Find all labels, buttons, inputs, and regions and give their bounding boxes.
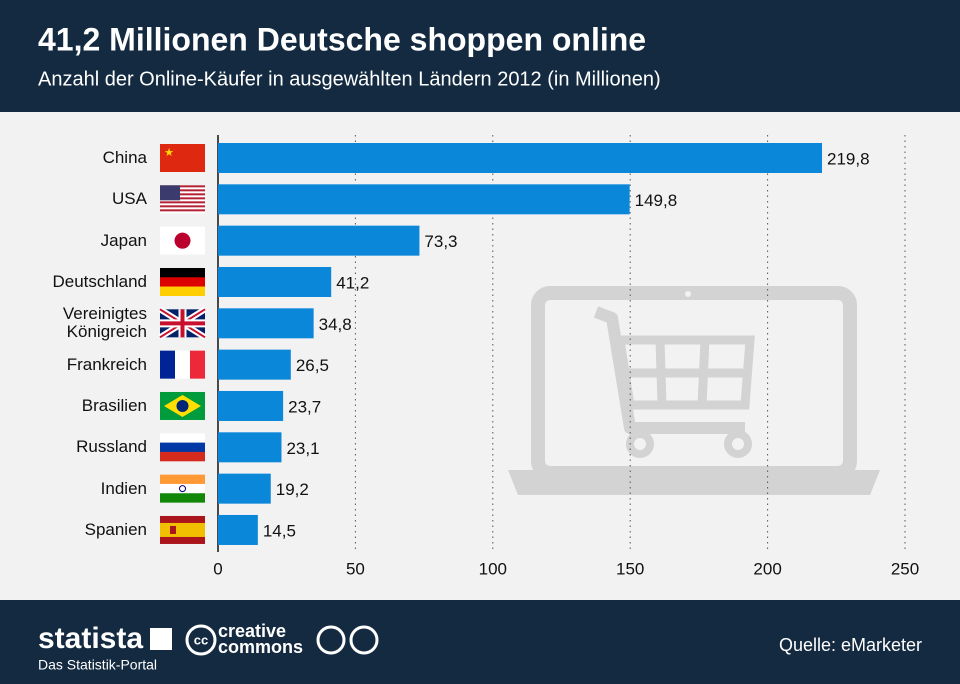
flag — [158, 306, 207, 340]
flag-part — [160, 442, 205, 453]
value-label: 14,5 — [263, 521, 296, 540]
value-label: 34,8 — [319, 315, 352, 334]
y-tick-label: Frankreich — [66, 354, 147, 374]
y-tick-label: China — [102, 148, 147, 168]
flag-part — [160, 201, 205, 204]
flag-part — [175, 350, 190, 379]
bar — [218, 473, 271, 504]
x-tick-label: 100 — [479, 559, 507, 578]
bar — [218, 514, 258, 545]
y-tick-label: Indien — [100, 478, 147, 498]
bar — [218, 184, 630, 215]
cc-icon — [185, 624, 217, 656]
source: Quelle: eMarketer — [779, 635, 922, 655]
chart-title: 41,2 Millionen Deutsche shoppen online — [38, 21, 646, 57]
flag — [160, 185, 205, 214]
x-tick-label: 150 — [616, 559, 644, 578]
flag-part — [160, 185, 205, 188]
value-label: 73,3 — [424, 232, 457, 251]
flag: ★ — [160, 144, 205, 172]
header-band — [0, 0, 960, 112]
value-label: 219,8 — [827, 149, 870, 168]
flag-part — [170, 525, 176, 534]
y-tick-label: Russland — [76, 437, 147, 457]
flag — [160, 391, 205, 420]
flag-part — [176, 399, 189, 412]
brand-logo — [150, 628, 172, 650]
flag-part — [160, 267, 205, 278]
flag-part — [174, 232, 191, 249]
y-tick-label: Brasilien — [81, 396, 147, 416]
value-label: 23,7 — [288, 397, 321, 416]
flag — [160, 267, 205, 296]
flag-part: ★ — [164, 147, 174, 159]
flag — [160, 474, 205, 503]
flag-part — [160, 189, 205, 192]
flag-part — [160, 277, 205, 287]
bar — [218, 308, 314, 339]
flag-part — [160, 493, 205, 503]
flag-part — [160, 197, 205, 200]
bar — [218, 349, 291, 380]
flag-part — [160, 483, 205, 494]
flag-part — [190, 350, 205, 379]
flag-part — [160, 144, 205, 172]
y-tick-label: Spanien — [84, 520, 147, 540]
flag — [160, 515, 205, 544]
x-tick-label: 250 — [891, 559, 919, 578]
x-tick-label: 200 — [753, 559, 781, 578]
flag-part — [160, 205, 205, 208]
laptop-cart-icon — [508, 286, 880, 495]
y-tick-label: Vereinigtes Königreich — [62, 304, 147, 342]
flag-part — [160, 209, 205, 212]
by-icon — [316, 625, 346, 655]
y-tick-label: USA — [112, 189, 147, 209]
x-tick-label: 50 — [346, 559, 365, 578]
x-tick-label: 0 — [213, 559, 222, 578]
flag-part — [160, 433, 205, 444]
bar — [218, 266, 332, 297]
flag-part — [160, 350, 175, 379]
chart-subtitle: Anzahl der Online-Käufer in ausgewählten… — [38, 68, 661, 90]
flag-part — [179, 485, 186, 493]
value-label: 26,5 — [296, 356, 329, 375]
flag-part — [160, 474, 205, 485]
flag — [160, 433, 205, 462]
value-label: 41,2 — [336, 273, 369, 292]
flag — [160, 350, 205, 379]
brand: statista — [38, 622, 143, 655]
flag-part — [160, 309, 205, 338]
nd-icon — [349, 625, 379, 655]
cc-letters: cc — [194, 632, 208, 647]
value-label: 23,1 — [286, 439, 319, 458]
flag-part — [160, 451, 205, 462]
bar — [218, 143, 823, 173]
flag-part — [160, 185, 180, 201]
bar — [218, 390, 284, 421]
license-top: creative — [218, 621, 286, 641]
flag-part — [160, 286, 205, 296]
flag-part — [160, 193, 205, 196]
y-tick-label: Deutschland — [52, 272, 147, 292]
flag-part — [160, 522, 205, 537]
brand-tagline: Das Statistik-Portal — [38, 657, 157, 673]
flag — [160, 226, 205, 255]
bar — [218, 225, 420, 256]
value-label: 19,2 — [276, 480, 309, 499]
bar — [218, 432, 282, 463]
value-label: 149,8 — [635, 191, 678, 210]
license-bottom: commons — [218, 637, 303, 657]
y-tick-label: Japan — [100, 230, 147, 250]
